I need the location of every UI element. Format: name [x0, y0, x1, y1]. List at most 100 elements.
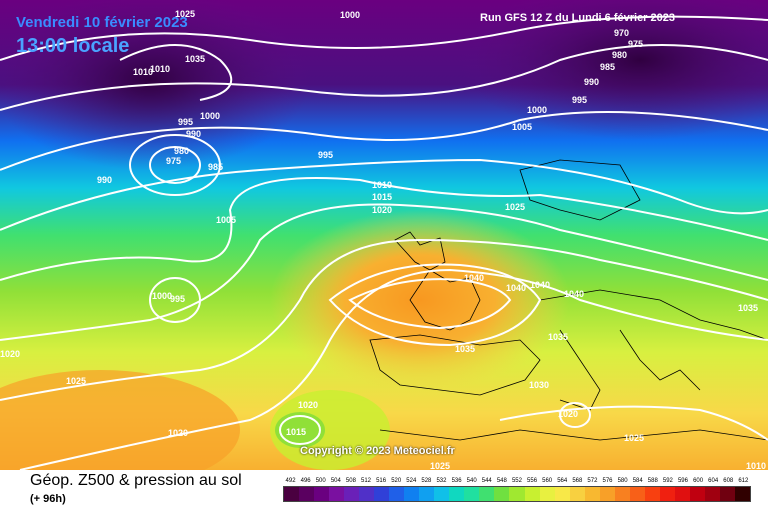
legend-swatch: [524, 487, 540, 501]
legend-swatch: [734, 487, 750, 501]
isobar-label: 1000: [340, 10, 360, 20]
isobar-label: 985: [600, 62, 615, 72]
isobar-label: 995: [572, 95, 587, 105]
isobar-label: 1035: [738, 303, 758, 313]
legend-label: 492: [285, 478, 296, 484]
legend-label: 608: [723, 478, 734, 484]
legend-label: 584: [632, 478, 643, 484]
isobar-label: 995: [178, 117, 193, 127]
isobar-labels: 1025 1000 970 975 980 985 990 995 1000 1…: [0, 9, 766, 470]
legend-swatch: [674, 487, 690, 501]
isobar-label: 1020: [168, 428, 188, 438]
isobar-label: 990: [584, 77, 599, 87]
legend-swatch: [599, 487, 615, 501]
legend-swatch: [299, 487, 315, 501]
isobar-label: 1005: [216, 215, 236, 225]
isobar-label: 1015: [286, 427, 306, 437]
legend-swatch: [389, 487, 405, 501]
isobar-label: 990: [97, 175, 112, 185]
map: 1025 1000 970 975 980 985 990 995 1000 1…: [0, 0, 768, 470]
isobar-label: 1040: [530, 280, 550, 290]
legend-label: 580: [617, 478, 628, 484]
isobar-label: 990: [186, 129, 201, 139]
isobar-label: 1000: [152, 291, 172, 301]
legend-swatch: [539, 487, 555, 501]
legend-label: 604: [708, 478, 719, 484]
legend-swatch: [314, 487, 330, 501]
legend-label: 544: [481, 478, 492, 484]
isobar-label: 980: [174, 146, 189, 156]
isobar-label: 1010: [746, 461, 766, 470]
isobars: [0, 15, 768, 470]
legend-label: 516: [376, 478, 387, 484]
legend-label: 504: [330, 478, 341, 484]
legend-label: 568: [572, 478, 583, 484]
legend-label: 508: [345, 478, 356, 484]
legend-labels: 492 496 500 504 508 512 516 520 524 528 532 536 540 5…: [283, 478, 751, 484]
isobar-label: 1020: [298, 400, 318, 410]
isobar-label: 975: [166, 156, 181, 166]
isobar-label: 1025: [175, 9, 195, 19]
legend-swatch: [719, 487, 735, 501]
isobar-label: 995: [318, 150, 333, 160]
legend-label: 588: [647, 478, 658, 484]
forecast-time: 13:00 locale: [16, 35, 130, 57]
footer: Géop. Z500 & pression au sol (+ 96h) 492…: [0, 470, 768, 512]
legend-swatch: [344, 487, 360, 501]
legend-label: 572: [587, 478, 598, 484]
isobar-label: 1000: [527, 105, 547, 115]
isobar-label: 1015: [372, 192, 392, 202]
isobar-label: 980: [612, 50, 627, 60]
isobar-label: 985: [208, 162, 223, 172]
legend-label: 532: [436, 478, 447, 484]
copyright: Copyright © 2023 Meteociel.fr: [300, 445, 455, 457]
forecast-offset: (+ 96h): [30, 493, 66, 505]
isobar-label: 1025: [430, 461, 450, 470]
legend-label: 500: [315, 478, 326, 484]
isobar-label: 1020: [558, 409, 578, 419]
legend-label: 540: [466, 478, 477, 484]
legend-swatch: [569, 487, 585, 501]
legend-label: 600: [693, 478, 704, 484]
isobar-label: 970: [614, 28, 629, 38]
legend-swatch: [329, 487, 345, 501]
isobar-label: 1010: [150, 64, 170, 74]
legend-swatch: [449, 487, 465, 501]
isobar-label: 995: [170, 294, 185, 304]
legend-swatch: [584, 487, 600, 501]
legend-swatch: [644, 487, 660, 501]
isobar-label: 1040: [464, 273, 484, 283]
legend-label: 496: [300, 478, 311, 484]
legend-label: 576: [602, 478, 613, 484]
legend-label: 548: [496, 478, 507, 484]
isobar-label: 1030: [529, 380, 549, 390]
legend-label: 560: [542, 478, 553, 484]
isobar-label: 1010: [372, 180, 392, 190]
legend-swatch: [479, 487, 495, 501]
legend-label: 520: [391, 478, 402, 484]
legend-label: 556: [527, 478, 538, 484]
isobar-label: 1025: [624, 433, 644, 443]
map-title: Géop. Z500 & pression au sol: [30, 472, 242, 489]
legend-swatch: [629, 487, 645, 501]
legend-swatch: [374, 487, 390, 501]
run-info: Run GFS 12 Z du Lundi 6 février 2023: [480, 12, 675, 24]
legend-swatch: [659, 487, 675, 501]
legend-swatch: [464, 487, 480, 501]
legend-label: 612: [738, 478, 749, 484]
isobar-label: 1020: [372, 205, 392, 215]
isobar-label: 1000: [200, 111, 220, 121]
legend-swatch: [404, 487, 420, 501]
legend-label: 524: [406, 478, 417, 484]
legend-swatch: [284, 487, 300, 501]
legend-swatch: [359, 487, 375, 501]
legend-swatch: [689, 487, 705, 501]
isobar-label: 1025: [66, 376, 86, 386]
legend-label: 512: [361, 478, 372, 484]
forecast-date: Vendredi 10 février 2023: [16, 14, 188, 31]
isobar-label: 1040: [564, 289, 584, 299]
isobar-label: 1025: [505, 202, 525, 212]
isobar-label: 1035: [455, 344, 475, 354]
isobar-label: 975: [628, 39, 643, 49]
legend-label: 528: [421, 478, 432, 484]
